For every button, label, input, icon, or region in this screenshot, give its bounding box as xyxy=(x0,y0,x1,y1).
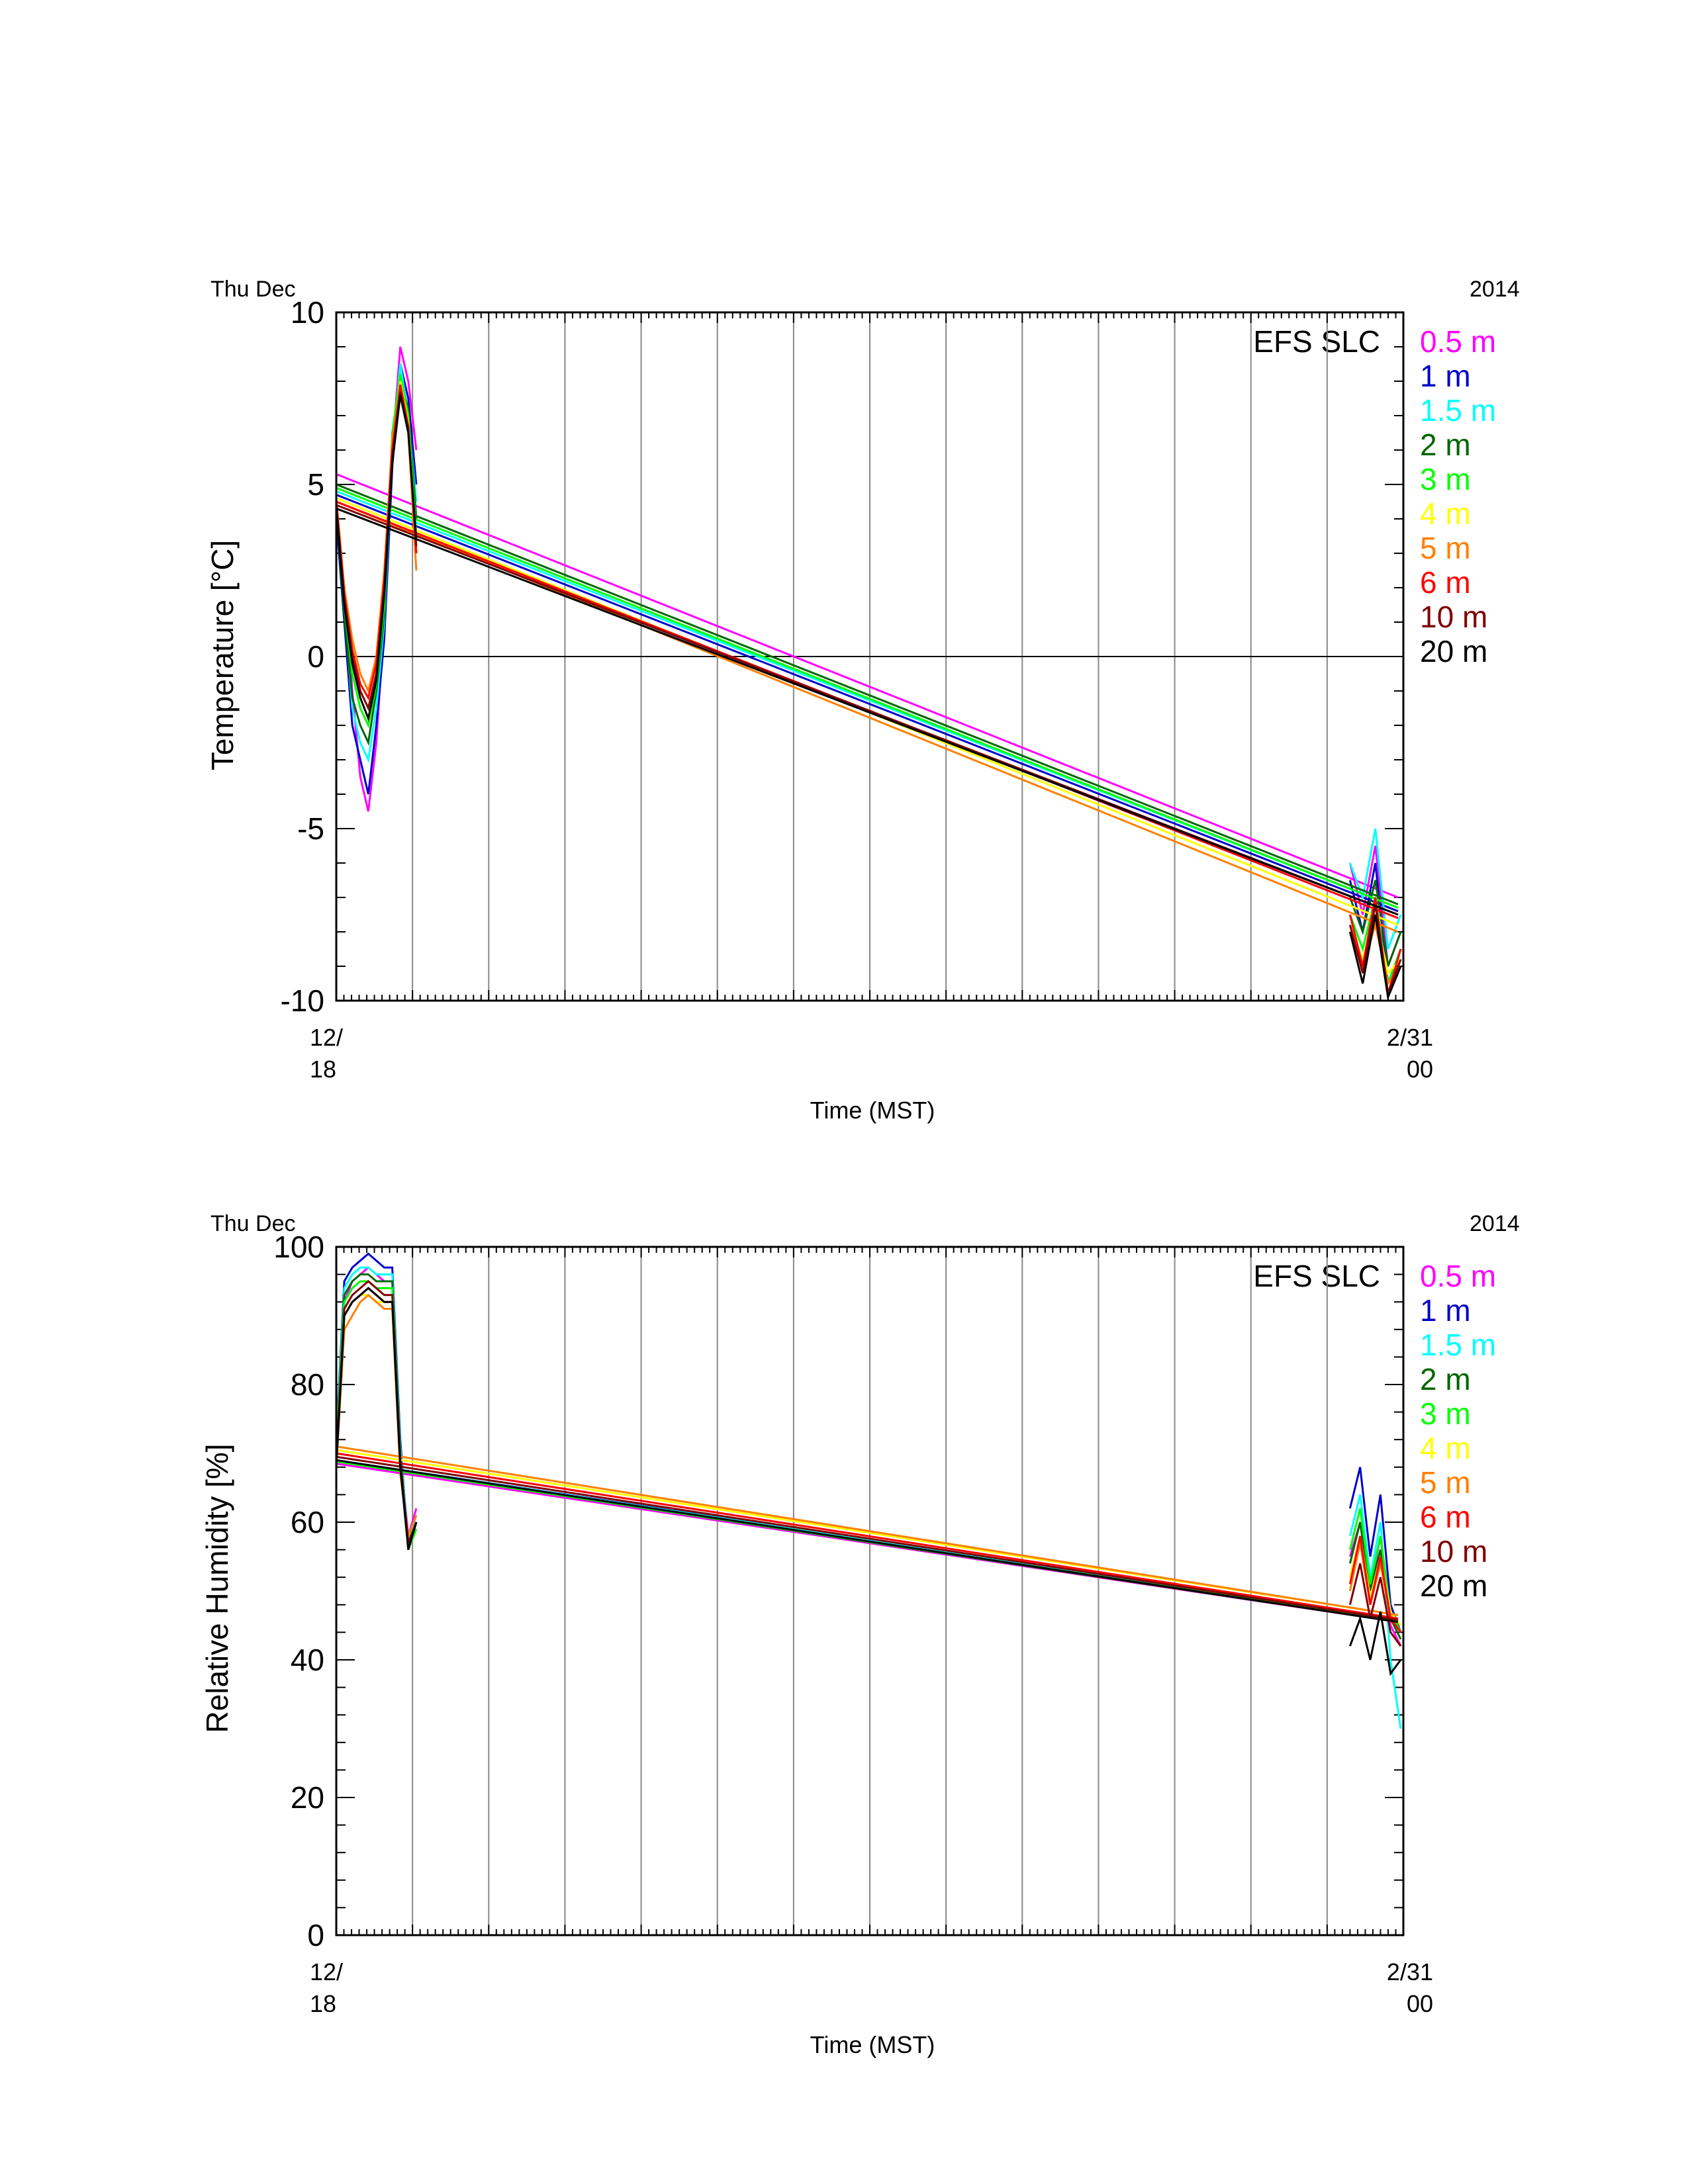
series-gap-line xyxy=(336,486,1399,909)
legend-entry: 2 m xyxy=(1420,428,1471,462)
legend-entry: 1 m xyxy=(1420,1293,1471,1328)
y-axis-label: Temperature [°C] xyxy=(205,540,240,770)
legend-entry: 1.5 m xyxy=(1420,1328,1496,1362)
top-axis-end-label: 2014 xyxy=(1470,277,1520,302)
bottom-tick-first-time: 18 xyxy=(310,1990,336,2017)
top-axis-start-label: Thu Dec xyxy=(211,1211,296,1236)
y-axis-label: Relative Humidity [%] xyxy=(200,1443,234,1733)
series-late-line xyxy=(1348,1563,1402,1647)
y-tick-label: 5 xyxy=(307,467,324,502)
legend: 0.5 m1 m1.5 m2 m3 m4 m5 m6 m10 m20 m xyxy=(1420,1259,1496,1603)
y-tick-label: -5 xyxy=(297,811,324,846)
y-tick-label: -10 xyxy=(281,983,324,1018)
legend-entry: 0.5 m xyxy=(1420,324,1496,359)
temperature-panel: Thu Dec 2014 Temperature [°C] Time (MST)… xyxy=(205,277,1520,1124)
series-gap-line xyxy=(336,1459,1399,1623)
y-tick-label: 10 xyxy=(291,295,324,330)
legend-entry: 0.5 m xyxy=(1420,1259,1496,1293)
series-gap-line xyxy=(336,483,1399,905)
humidity-panel: Thu Dec 2014 Relative Humidity [%] Time … xyxy=(200,1211,1520,2058)
station-label: EFS SLC xyxy=(1253,324,1380,359)
series-gap-line xyxy=(336,1445,1399,1616)
legend-entry: 5 m xyxy=(1420,1465,1471,1500)
station-label: EFS SLC xyxy=(1253,1259,1380,1293)
series-gap-line xyxy=(336,494,1399,913)
series-gap-line xyxy=(336,507,1399,916)
legend-entry: 1.5 m xyxy=(1420,393,1496,428)
y-tick-label: 20 xyxy=(291,1780,324,1815)
plot-frame xyxy=(335,311,1405,1002)
series-gap-line xyxy=(336,1452,1399,1620)
legend-entry: 3 m xyxy=(1420,1396,1471,1431)
x-axis-label: Time (MST) xyxy=(810,1097,935,1124)
series-late-line xyxy=(1348,904,1402,995)
y-tick-label: 40 xyxy=(291,1643,324,1677)
series-early-line xyxy=(335,394,418,722)
bottom-tick-last-date: 2/31 xyxy=(1387,1958,1433,1985)
series-late-line xyxy=(1348,1467,1402,1633)
y-tick-label: 100 xyxy=(273,1230,324,1264)
y-tick-label: 0 xyxy=(307,639,324,674)
series-late-line xyxy=(1348,828,1402,950)
bottom-tick-first-date: 12/ xyxy=(310,1024,343,1051)
legend-entry: 6 m xyxy=(1420,1500,1471,1534)
series-early-line xyxy=(335,363,418,795)
series-late-line xyxy=(1348,1611,1402,1676)
legend-entry: 4 m xyxy=(1420,1431,1471,1465)
y-tick-label: 80 xyxy=(291,1367,324,1402)
series-late-line xyxy=(1348,897,1402,995)
series-late-line xyxy=(1348,880,1402,967)
legend-entry: 20 m xyxy=(1420,1569,1487,1603)
legend-entry: 5 m xyxy=(1420,531,1471,565)
legend-entry: 1 m xyxy=(1420,359,1471,393)
top-axis-start-label: Thu Dec xyxy=(211,277,296,302)
bottom-tick-first-time: 18 xyxy=(310,1056,336,1083)
legend-entry: 4 m xyxy=(1420,496,1471,531)
legend: 0.5 m1 m1.5 m2 m3 m4 m5 m6 m10 m20 m xyxy=(1420,324,1496,668)
legend-entry: 2 m xyxy=(1420,1362,1471,1396)
bottom-tick-first-date: 12/ xyxy=(310,1958,343,1985)
legend-entry: 10 m xyxy=(1420,600,1487,634)
series-gap-line xyxy=(336,1455,1399,1621)
y-tick-label: 60 xyxy=(291,1505,324,1539)
series-early-line xyxy=(335,1287,418,1551)
legend-entry: 10 m xyxy=(1420,1534,1487,1569)
series-early-line xyxy=(335,363,418,764)
bottom-tick-last-time: 00 xyxy=(1407,1056,1433,1083)
bottom-tick-last-date: 2/31 xyxy=(1387,1024,1433,1051)
legend-entry: 6 m xyxy=(1420,565,1471,600)
y-tick-label: 0 xyxy=(307,1918,324,1952)
series-gap-line xyxy=(336,473,1399,899)
x-axis-label: Time (MST) xyxy=(810,2031,935,2058)
legend-entry: 20 m xyxy=(1420,634,1487,668)
series-late-line xyxy=(1348,914,1402,1001)
plot-frame xyxy=(335,1246,1405,1936)
top-axis-end-label: 2014 xyxy=(1470,1211,1520,1236)
legend-entry: 3 m xyxy=(1420,462,1471,496)
bottom-tick-last-time: 00 xyxy=(1407,1990,1433,2017)
